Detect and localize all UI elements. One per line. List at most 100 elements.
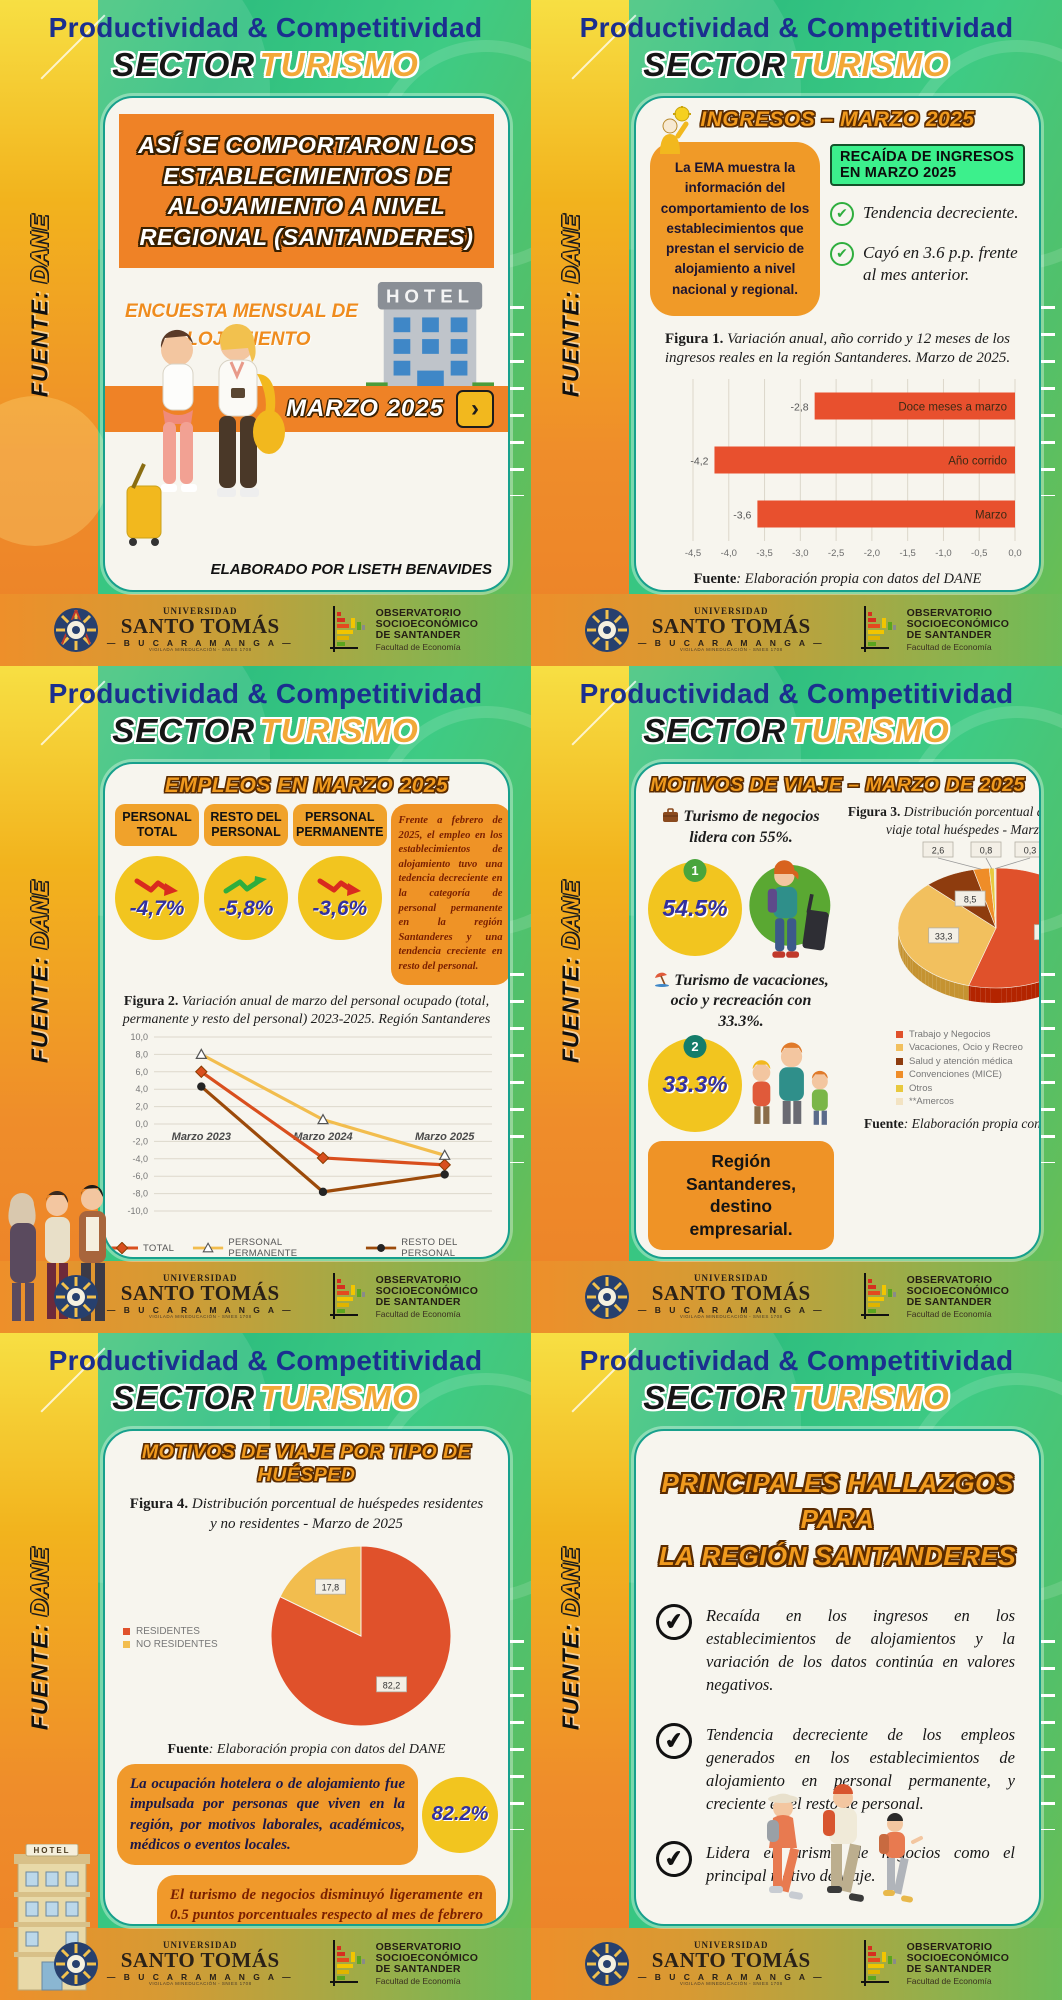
svg-text:10,0: 10,0 [130,1032,148,1042]
trend-down-icon [317,878,361,896]
stat-label: RESTO DEL PERSONAL [204,804,288,846]
sector-line: SECTOR TURISMO [0,46,531,84]
sector-label: SECTOR [643,1379,787,1416]
stat-vacation-share: 2 33.3% [648,1034,742,1132]
svg-text:-4,0: -4,0 [720,548,736,559]
obs-line2: SOCIOECONÓMICO [375,618,479,631]
fuente-dane-vertical: FUENTE: DANE [26,213,53,398]
program-title: Productividad & Competitividad [48,12,483,43]
observatorio-logo: OBSERVATORIO SOCIOECONÓMICO DE SANTANDER… [859,1938,1010,1990]
fuente-dane-vertical: FUENTE: DANE [557,213,584,398]
santo-tomas-emblem-icon [53,1942,98,1986]
cover-title: ASÍ SE COMPORTARON LOS ESTABLECIMIENTOS … [119,114,494,269]
santo-tomas-logo: UNIVERSIDAD SANTO TOMÁS — B U C A R A M … [584,1940,825,1987]
stat-circle: -3,6% [297,856,382,940]
svg-text:17,8: 17,8 [322,1583,340,1593]
destination-box: Región Santanderes, destino empresarial. [648,1140,834,1250]
sector-label: SECTOR [643,46,787,83]
sector-label: SECTOR [112,712,256,749]
footer: UNIVERSIDAD SANTO TOMÁS — B U C A R A M … [0,594,531,666]
svg-text:8,5: 8,5 [964,895,977,905]
svg-text:Doce meses a marzo: Doce meses a marzo [898,401,1007,413]
analysis-box-residents: La ocupación hotelera o de alojamiento f… [117,1764,418,1865]
cover-card: ASÍ SE COMPORTARON LOS ESTABLECIMIENTOS … [103,96,510,592]
stat-personal-total: PERSONAL TOTAL -4,7% [115,804,199,985]
figure2-caption: Figura 2. Variación anual de marzo del p… [122,993,491,1027]
observatorio-logo: OBSERVATORIO SOCIOECONÓMICO DE SANTANDER… [859,604,1010,656]
observatorio-bars-icon [329,606,365,652]
turismo-label: TURISMO [259,712,419,749]
hikers-illustration [766,1784,923,1903]
lead-vacations: Turismo de vacaciones, ocio y recreación… [648,971,834,1033]
svg-text:-4,5: -4,5 [684,548,700,559]
rank-badge: 2 [683,1034,707,1058]
svg-text:-2,5: -2,5 [827,548,843,559]
section-title: EMPLEOS EN MARZO 2025 [164,774,449,797]
svg-text:Marzo 2024: Marzo 2024 [293,1131,352,1143]
panel-empleos: Productividad & Competitividad SECTOR TU… [0,666,531,1333]
source-note: Fuente: Elaboración propia con datos del… [864,1116,1041,1132]
obs-line3: DE SANTANDER [375,629,461,642]
program-title: Productividad & Competitividad [579,678,1014,709]
stat-label: PERSONAL TOTAL [115,804,199,846]
figure1-caption: Figura 1. Variación anual, año corrido y… [664,330,1011,367]
footer: UNIVERSIDAD SANTO TOMÁS — B U C A R A M … [0,1261,531,1333]
panel-header: Productividad & Competitividad SECTOR TU… [531,0,1062,84]
decor-left-strip [531,0,629,666]
svg-text:2,0: 2,0 [135,1102,148,1112]
check-icon: ✔ [653,1601,695,1643]
bullet-item: ✔ Cayó en 3.6 p.p. frente al mes anterio… [830,242,1025,286]
sector-label: SECTOR [112,1379,256,1416]
observatorio-logo: OBSERVATORIO SOCIOECONÓMICO DE SANTANDER… [859,1271,1010,1323]
section-title: MOTIVOS DE VIAJE POR TIPO DE HUÉSPED [141,1441,472,1486]
turismo-label: TURISMO [259,1379,419,1416]
observatorio-bars-icon [329,1273,365,1319]
svg-text:-4,0: -4,0 [132,1154,148,1164]
panel-header: Productividad & Competitividad SECTOR TU… [0,666,531,750]
svg-text:-2,8: -2,8 [790,401,808,413]
check-icon: ✔ [653,1838,695,1880]
empleos-card: EMPLEOS EN MARZO 2025 PERSONAL TOTAL -4,… [103,762,510,1259]
finding-text: Recaída en los ingresos en los estableci… [706,1606,1015,1695]
svg-text:0,8: 0,8 [980,846,993,856]
svg-text:-0,5: -0,5 [971,548,987,559]
section-title: MOTIVOS DE VIAJE – MARZO DE 2025 [650,774,1025,796]
idea-person-icon [660,106,691,154]
ingresos-card: INGRESOS – MARZO 2025 La EMA muestra la … [634,96,1041,592]
footer: UNIVERSIDAD SANTO TOMÁS — B U C A R A M … [531,1928,1062,2000]
trend-up-icon [223,876,267,894]
decor-left-strip [0,0,98,666]
obs-line1: OBSERVATORIO [375,607,462,620]
svg-text:-6,0: -6,0 [132,1171,148,1181]
turismo-label: TURISMO [790,1379,950,1416]
next-button[interactable]: › [456,390,494,428]
figure3-caption: Figura 3. Distribución porcentual de los… [847,804,1039,837]
bullet-text: Tendencia decreciente. [863,203,1019,222]
santo-tomas-logo: UNIVERSIDAD SANTO TOMÁS — B U C A R A M … [53,1273,294,1320]
figure3-pie-chart: 54,533,38,52,60,80,3 [838,838,1039,1026]
stat-resto-personal: RESTO DEL PERSONAL -5,8% [204,804,288,985]
sector-line: SECTOR TURISMO [531,1379,1062,1417]
figure2-line-chart: 10,0 8,0 6,0 4,0 2,0 0,0 -2,0 -4,0 -6,0 -8,0 -10,0… [105,1029,508,1239]
panel-header: Productividad & Competitividad SECTOR TU… [0,0,531,84]
family-illustration [752,1042,828,1125]
svg-text:-3,5: -3,5 [756,548,772,559]
section-title: INGRESOS – MARZO 2025 [700,108,975,131]
finding-text: Tendencia decreciente de los empleos gen… [706,1724,1015,1813]
observatorio-bars-icon [329,1940,365,1986]
sector-label: SECTOR [643,712,787,749]
stat-label: PERSONAL PERMANENTE [293,804,387,846]
hotel-small-illustration: HOTEL [14,1844,90,1991]
svg-text:33,3: 33,3 [935,931,953,941]
beach-umbrella-icon [655,972,670,987]
hotel-sign: HOTEL [33,1846,70,1855]
figure4-pie-chart: 82,2 17,8 [241,1534,475,1742]
svg-text:6,0: 6,0 [135,1067,148,1077]
motivos-card: MOTIVOS DE VIAJE – MARZO DE 2025 Turismo… [634,762,1041,1259]
panel-tipo-huesped: Productividad & Competitividad SECTOR TU… [0,1333,531,2000]
observatorio-bars-icon [860,1273,896,1319]
panel-ingresos: Productividad & Competitividad SECTOR TU… [531,0,1062,666]
panel-header: Productividad & Competitividad SECTOR TU… [0,1333,531,1417]
svg-text:-8,0: -8,0 [132,1189,148,1199]
